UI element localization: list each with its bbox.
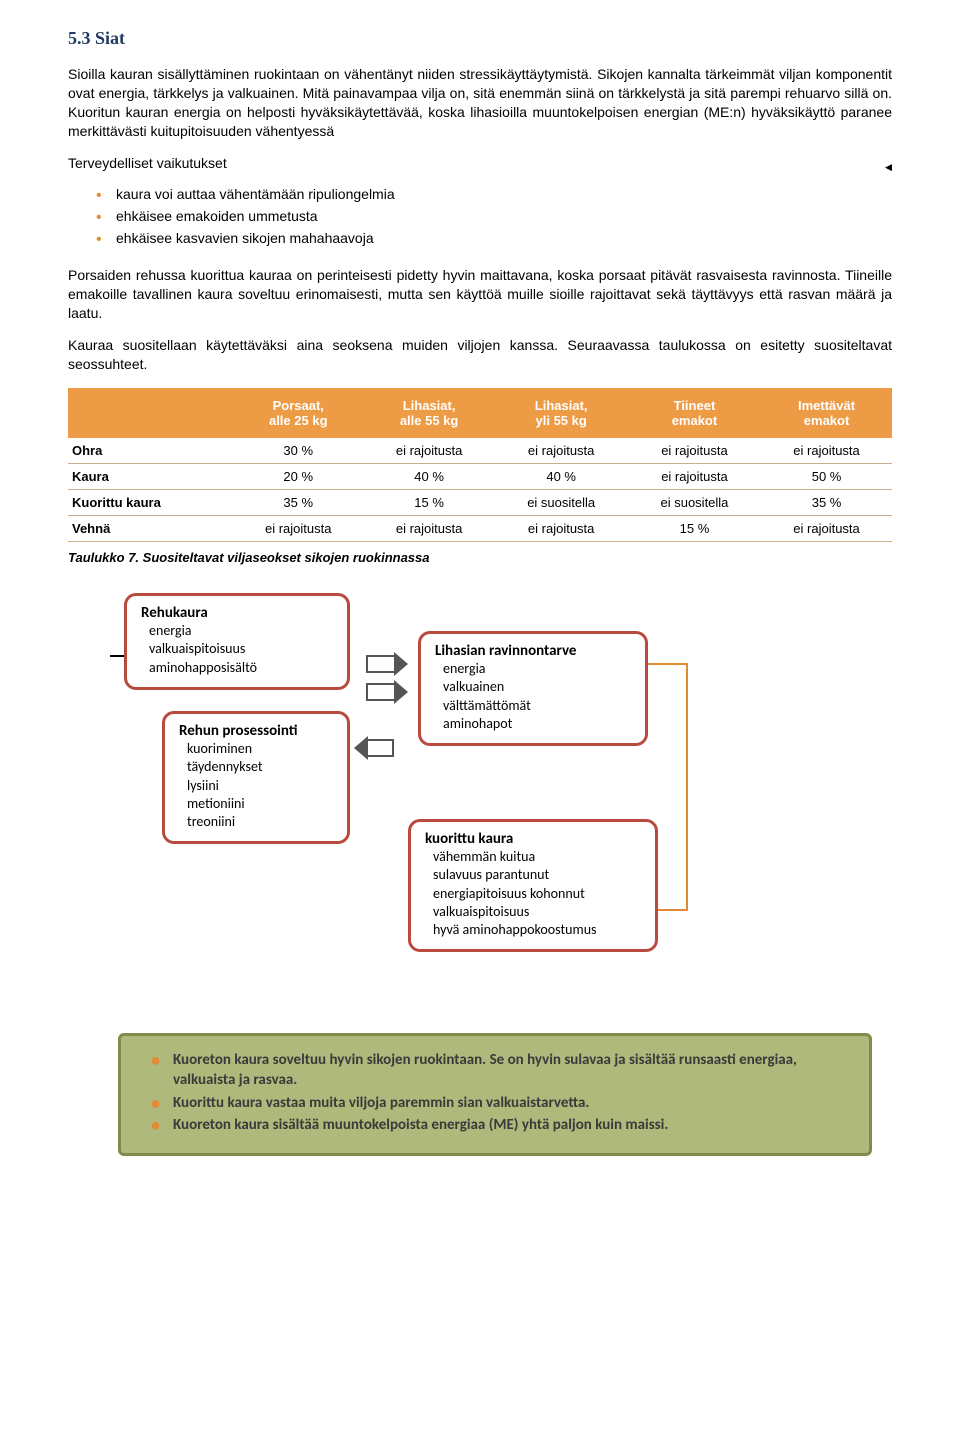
list-item: ehkäisee kasvavien sikojen mahahaavoja — [116, 227, 892, 249]
cell: 15 % — [628, 516, 761, 542]
box-line: treoniini — [179, 813, 333, 831]
list-item: ehkäisee emakoiden ummetusta — [116, 205, 892, 227]
cell: ei rajoitusta — [761, 438, 892, 464]
box-title: kuorittu kaura — [425, 830, 641, 848]
col-empty — [68, 388, 233, 438]
paragraph-2: Porsaiden rehussa kuorittua kauraa on pe… — [68, 266, 892, 323]
cell: 15 % — [364, 490, 495, 516]
box-line: valkuaispitoisuus — [141, 640, 333, 658]
cell: ei rajoitusta — [628, 464, 761, 490]
summary-list: Kuoreton kaura soveltuu hyvin sikojen ru… — [141, 1050, 849, 1135]
col-imettavat: Imettävätemakot — [761, 388, 892, 438]
flow-diagram: Rehukaura energia valkuaispitoisuus amin… — [118, 593, 758, 1013]
box-line: täydennykset — [179, 758, 333, 776]
box-prosessointi: Rehun prosessointi kuoriminen täydennyks… — [162, 711, 350, 844]
tick-mark — [110, 655, 124, 657]
box-title: Lihasian ravinnontarve — [435, 642, 631, 660]
cell: 35 % — [233, 490, 364, 516]
table-header-row: Porsaat,alle 25 kg Lihasiat,alle 55 kg L… — [68, 388, 892, 438]
box-line: energiapitoisuus kohonnut — [425, 885, 641, 903]
box-title: Rehukaura — [141, 604, 333, 622]
table-caption: Taulukko 7. Suositeltavat viljaseokset s… — [68, 550, 892, 565]
box-ravinnontarve: Lihasian ravinnontarve energia valkuaine… — [418, 631, 648, 746]
box-line: hyvä aminohappokoostumus — [425, 921, 641, 939]
box-line: aminohapot — [435, 715, 631, 733]
arrow-left-icon — [366, 739, 394, 757]
connector-line — [686, 663, 688, 911]
health-bullet-list: kaura voi auttaa vähentämään ripuliongel… — [68, 183, 892, 250]
section-heading: 5.3 Siat — [68, 28, 892, 49]
paragraph-1: Sioilla kauran sisällyttäminen ruokintaa… — [68, 65, 892, 141]
box-line: lysiini — [179, 777, 333, 795]
table-body: Ohra 30 % ei rajoitusta ei rajoitusta ei… — [68, 438, 892, 542]
summary-box: Kuoreton kaura soveltuu hyvin sikojen ru… — [118, 1033, 872, 1156]
arrow-right-icon — [366, 655, 396, 673]
box-rehukaura: Rehukaura energia valkuaispitoisuus amin… — [124, 593, 350, 690]
connector-line — [648, 663, 688, 665]
cell: 35 % — [761, 490, 892, 516]
list-item: Kuoreton kaura soveltuu hyvin sikojen ru… — [173, 1050, 849, 1091]
cell: 20 % — [233, 464, 364, 490]
table-row: Kuorittu kaura 35 % 15 % ei suositella e… — [68, 490, 892, 516]
connector-line — [658, 909, 688, 911]
row-label: Kuorittu kaura — [68, 490, 233, 516]
cell: ei rajoitusta — [495, 516, 628, 542]
box-kuorittu: kuorittu kaura vähemmän kuitua sulavuus … — [408, 819, 658, 952]
col-tiineet: Tiineetemakot — [628, 388, 761, 438]
feed-mix-table: Porsaat,alle 25 kg Lihasiat,alle 55 kg L… — [68, 388, 892, 542]
table-row: Vehnä ei rajoitusta ei rajoitusta ei raj… — [68, 516, 892, 542]
col-porsaat: Porsaat,alle 25 kg — [233, 388, 364, 438]
box-line: välttämättömät — [435, 697, 631, 715]
box-line: valkuaispitoisuus — [425, 903, 641, 921]
col-lihasiat-yli: Lihasiat,yli 55 kg — [495, 388, 628, 438]
cell: 40 % — [364, 464, 495, 490]
box-line: vähemmän kuitua — [425, 848, 641, 866]
box-line: energia — [435, 660, 631, 678]
list-item: kaura voi auttaa vähentämään ripuliongel… — [116, 183, 892, 205]
box-line: metioniini — [179, 795, 333, 813]
row-label: Ohra — [68, 438, 233, 464]
subheading-health: Terveydelliset vaikutukset — [68, 155, 227, 171]
cell: ei suositella — [495, 490, 628, 516]
cell: ei rajoitusta — [364, 438, 495, 464]
cell: 50 % — [761, 464, 892, 490]
box-title: Rehun prosessointi — [179, 722, 333, 740]
table-row: Ohra 30 % ei rajoitusta ei rajoitusta ei… — [68, 438, 892, 464]
box-line: sulavuus parantunut — [425, 866, 641, 884]
table-row: Kaura 20 % 40 % 40 % ei rajoitusta 50 % — [68, 464, 892, 490]
row-label: Vehnä — [68, 516, 233, 542]
cell: ei rajoitusta — [364, 516, 495, 542]
cell: ei suositella — [628, 490, 761, 516]
row-label: Kaura — [68, 464, 233, 490]
cell: 40 % — [495, 464, 628, 490]
cell: ei rajoitusta — [233, 516, 364, 542]
arrow-right-icon — [366, 683, 396, 701]
box-line: aminohapposisältö — [141, 659, 333, 677]
cell: ei rajoitusta — [628, 438, 761, 464]
box-line: energia — [141, 622, 333, 640]
list-item: Kuoreton kaura sisältää muuntokelpoista … — [173, 1115, 849, 1135]
list-item: Kuorittu kaura vastaa muita viljoja pare… — [173, 1093, 849, 1113]
cell: ei rajoitusta — [495, 438, 628, 464]
box-line: kuoriminen — [179, 740, 333, 758]
box-line: valkuainen — [435, 678, 631, 696]
paragraph-3: Kauraa suositellaan käytettäväksi aina s… — [68, 336, 892, 374]
triangle-marker: ▸ — [885, 160, 892, 177]
cell: 30 % — [233, 438, 364, 464]
col-lihasiat-alle: Lihasiat,alle 55 kg — [364, 388, 495, 438]
cell: ei rajoitusta — [761, 516, 892, 542]
